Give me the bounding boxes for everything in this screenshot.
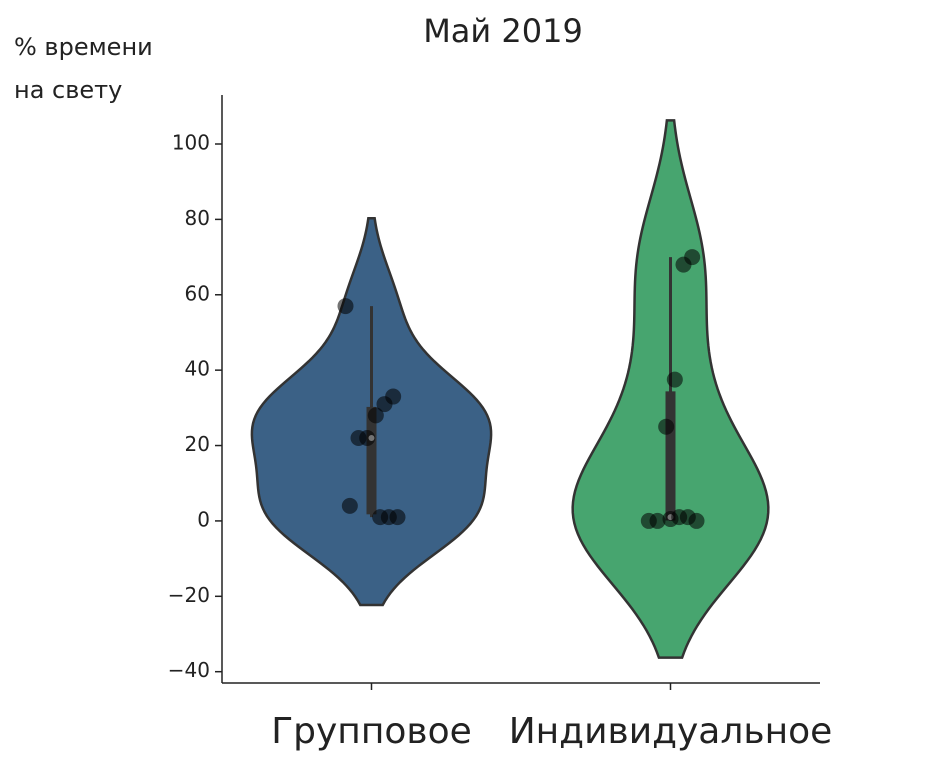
point [658,418,675,435]
point [640,512,657,529]
point [350,430,367,446]
y-tick-label: 40 [185,357,210,381]
point [372,509,389,526]
x-tick-label: Индивидуальное [509,711,833,752]
point [666,371,683,388]
box [366,406,377,515]
x-tick-label: Групповое [271,711,472,752]
point [341,497,358,514]
y-axis-label: на свету [14,76,122,104]
y-tick-label: 0 [197,507,210,531]
y-tick-label: 100 [172,131,210,155]
box [665,391,676,521]
y-tick-label: 60 [185,281,210,305]
point [376,396,393,413]
point [337,298,354,315]
y-axis-label: % времени [14,33,153,61]
y-tick-label: −40 [168,658,210,682]
y-tick-label: 20 [185,432,210,456]
point [675,256,692,273]
chart-title: Май 2019 [423,12,583,50]
y-tick-label: −20 [168,583,210,607]
point [662,511,679,528]
y-tick-label: 80 [185,206,210,230]
point [367,407,384,424]
